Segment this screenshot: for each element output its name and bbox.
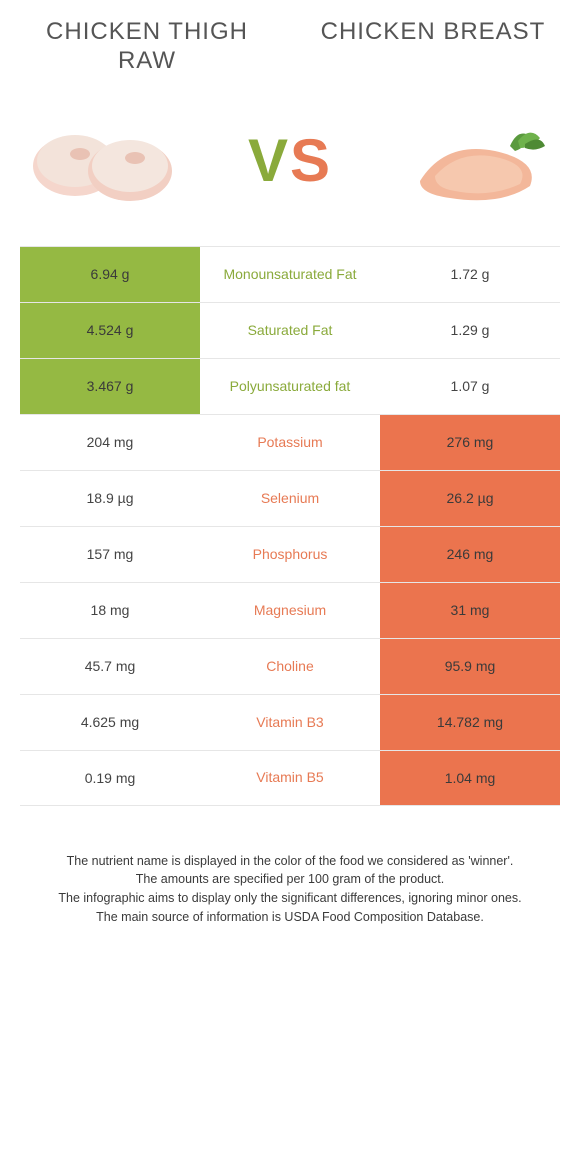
footer-line: The nutrient name is displayed in the co… (24, 852, 556, 871)
value-left: 45.7 mg (20, 639, 200, 694)
nutrient-label: Saturated Fat (200, 303, 380, 358)
value-left: 4.625 mg (20, 695, 200, 750)
value-right: 31 mg (380, 583, 560, 638)
nutrient-label: Phosphorus (200, 527, 380, 582)
value-right: 246 mg (380, 527, 560, 582)
title-right: CHICKEN BREAST (316, 18, 550, 76)
value-left: 157 mg (20, 527, 200, 582)
value-right: 1.04 mg (380, 751, 560, 805)
titles-row: CHICKEN THIGH RAW CHICKEN BREAST (0, 0, 580, 76)
table-row: 18 mgMagnesium31 mg (20, 582, 560, 638)
table-row: 6.94 gMonounsaturated Fat1.72 g (20, 246, 560, 302)
footer-line: The main source of information is USDA F… (24, 908, 556, 927)
value-right: 1.29 g (380, 303, 560, 358)
nutrient-label: Monounsaturated Fat (200, 247, 380, 302)
comparison-table: 6.94 gMonounsaturated Fat1.72 g4.524 gSa… (0, 246, 580, 806)
value-left: 3.467 g (20, 359, 200, 414)
food-left-image (20, 106, 190, 216)
nutrient-label: Vitamin B5 (200, 751, 380, 805)
table-row: 204 mgPotassium276 mg (20, 414, 560, 470)
nutrient-label: Magnesium (200, 583, 380, 638)
nutrient-label: Choline (200, 639, 380, 694)
value-left: 0.19 mg (20, 751, 200, 805)
value-left: 6.94 g (20, 247, 200, 302)
nutrient-label: Selenium (200, 471, 380, 526)
vs-s: S (290, 127, 332, 194)
vs-v: V (248, 127, 290, 194)
value-left: 204 mg (20, 415, 200, 470)
value-right: 276 mg (380, 415, 560, 470)
value-right: 95.9 mg (380, 639, 560, 694)
table-row: 18.9 µgSelenium26.2 µg (20, 470, 560, 526)
title-left: CHICKEN THIGH RAW (30, 18, 264, 76)
table-row: 4.625 mgVitamin B314.782 mg (20, 694, 560, 750)
vs-label: VS (248, 126, 332, 195)
value-right: 1.07 g (380, 359, 560, 414)
nutrient-label: Vitamin B3 (200, 695, 380, 750)
value-right: 1.72 g (380, 247, 560, 302)
footer-notes: The nutrient name is displayed in the co… (0, 806, 580, 947)
value-left: 18 mg (20, 583, 200, 638)
table-row: 3.467 gPolyunsaturated fat1.07 g (20, 358, 560, 414)
value-right: 26.2 µg (380, 471, 560, 526)
value-left: 4.524 g (20, 303, 200, 358)
table-row: 4.524 gSaturated Fat1.29 g (20, 302, 560, 358)
footer-line: The infographic aims to display only the… (24, 889, 556, 908)
value-right: 14.782 mg (380, 695, 560, 750)
table-row: 45.7 mgCholine95.9 mg (20, 638, 560, 694)
value-left: 18.9 µg (20, 471, 200, 526)
table-row: 157 mgPhosphorus246 mg (20, 526, 560, 582)
nutrient-label: Potassium (200, 415, 380, 470)
food-right-image (390, 106, 560, 216)
hero-row: VS (0, 76, 580, 246)
table-row: 0.19 mgVitamin B51.04 mg (20, 750, 560, 806)
nutrient-label: Polyunsaturated fat (200, 359, 380, 414)
footer-line: The amounts are specified per 100 gram o… (24, 870, 556, 889)
